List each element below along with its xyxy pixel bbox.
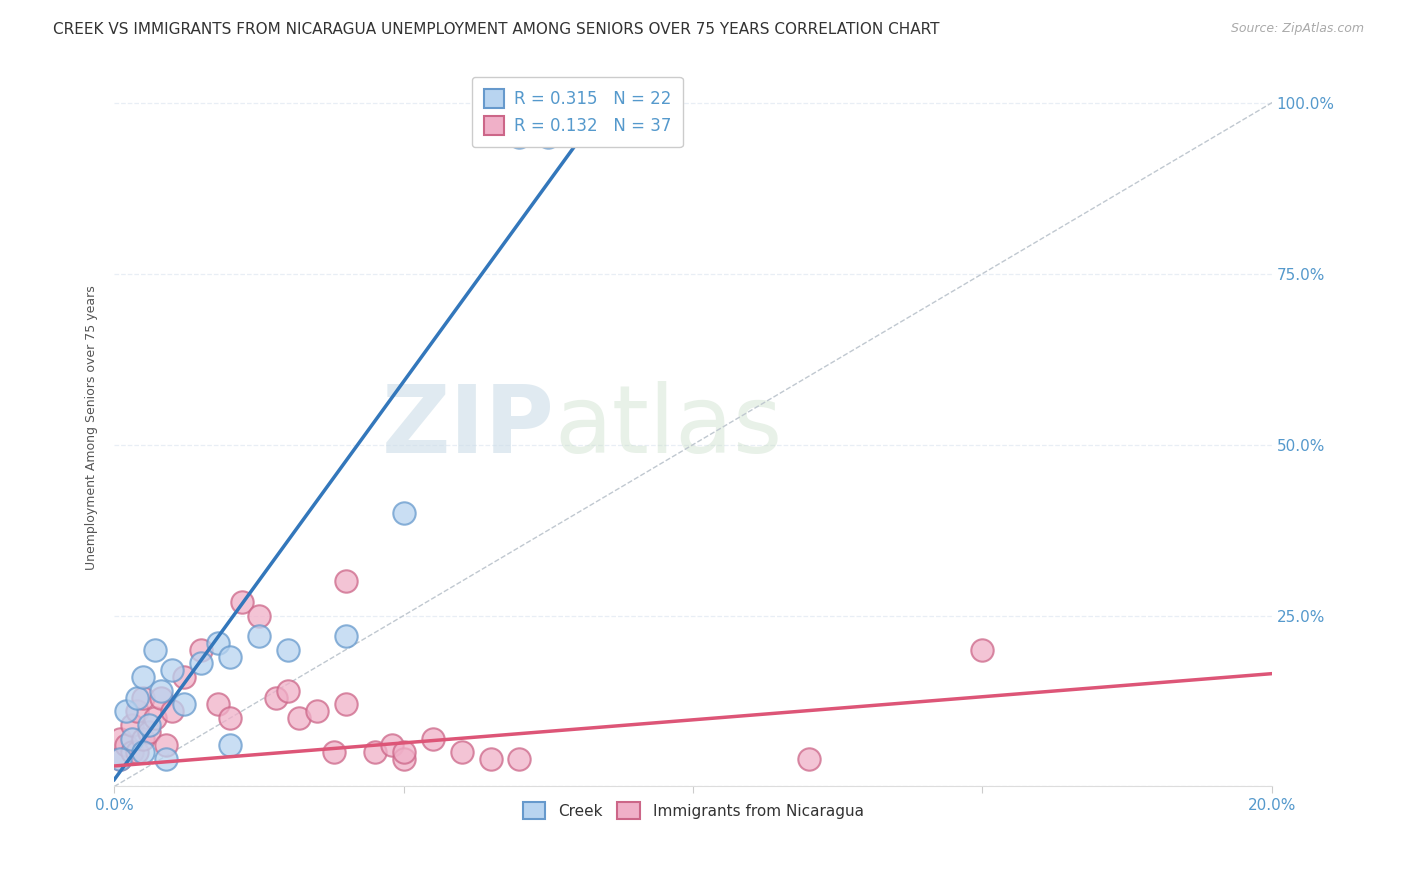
Point xyxy=(132,745,155,759)
Point xyxy=(305,704,328,718)
Y-axis label: Unemployment Among Seniors over 75 years: Unemployment Among Seniors over 75 years xyxy=(86,285,98,570)
Point xyxy=(364,745,387,759)
Point xyxy=(138,724,160,739)
Point xyxy=(190,657,212,671)
Point xyxy=(160,663,183,677)
Point xyxy=(121,718,143,732)
Point xyxy=(335,629,357,643)
Point xyxy=(121,731,143,746)
Point xyxy=(335,698,357,712)
Point xyxy=(288,711,311,725)
Point xyxy=(155,739,177,753)
Point xyxy=(155,752,177,766)
Point xyxy=(121,745,143,759)
Point xyxy=(247,608,270,623)
Text: atlas: atlas xyxy=(554,382,782,474)
Point xyxy=(450,745,472,759)
Point xyxy=(108,731,131,746)
Point xyxy=(392,506,415,520)
Point xyxy=(127,704,149,718)
Point xyxy=(149,690,172,705)
Point xyxy=(277,642,299,657)
Point xyxy=(115,739,138,753)
Point xyxy=(335,574,357,589)
Point xyxy=(149,683,172,698)
Point xyxy=(132,731,155,746)
Point xyxy=(323,745,346,759)
Text: ZIP: ZIP xyxy=(381,382,554,474)
Point xyxy=(127,745,149,759)
Point xyxy=(479,752,502,766)
Point xyxy=(127,690,149,705)
Point xyxy=(508,752,530,766)
Point xyxy=(132,670,155,684)
Point xyxy=(207,636,229,650)
Point xyxy=(797,752,820,766)
Point xyxy=(392,752,415,766)
Legend: Creek, Immigrants from Nicaragua: Creek, Immigrants from Nicaragua xyxy=(516,796,870,825)
Point xyxy=(160,704,183,718)
Point xyxy=(219,711,242,725)
Point xyxy=(381,739,404,753)
Point xyxy=(207,698,229,712)
Point xyxy=(277,683,299,698)
Point xyxy=(422,731,444,746)
Point xyxy=(108,752,131,766)
Point xyxy=(173,670,195,684)
Point xyxy=(231,595,253,609)
Point xyxy=(173,698,195,712)
Point xyxy=(143,642,166,657)
Point xyxy=(266,690,288,705)
Point xyxy=(972,642,994,657)
Point xyxy=(537,129,560,144)
Point xyxy=(132,690,155,705)
Point xyxy=(392,745,415,759)
Point xyxy=(143,711,166,725)
Point xyxy=(508,129,530,144)
Point xyxy=(108,752,131,766)
Point xyxy=(219,649,242,664)
Text: Source: ZipAtlas.com: Source: ZipAtlas.com xyxy=(1230,22,1364,36)
Point xyxy=(138,718,160,732)
Text: CREEK VS IMMIGRANTS FROM NICARAGUA UNEMPLOYMENT AMONG SENIORS OVER 75 YEARS CORR: CREEK VS IMMIGRANTS FROM NICARAGUA UNEMP… xyxy=(53,22,941,37)
Point xyxy=(190,642,212,657)
Point xyxy=(219,739,242,753)
Point xyxy=(247,629,270,643)
Point xyxy=(115,704,138,718)
